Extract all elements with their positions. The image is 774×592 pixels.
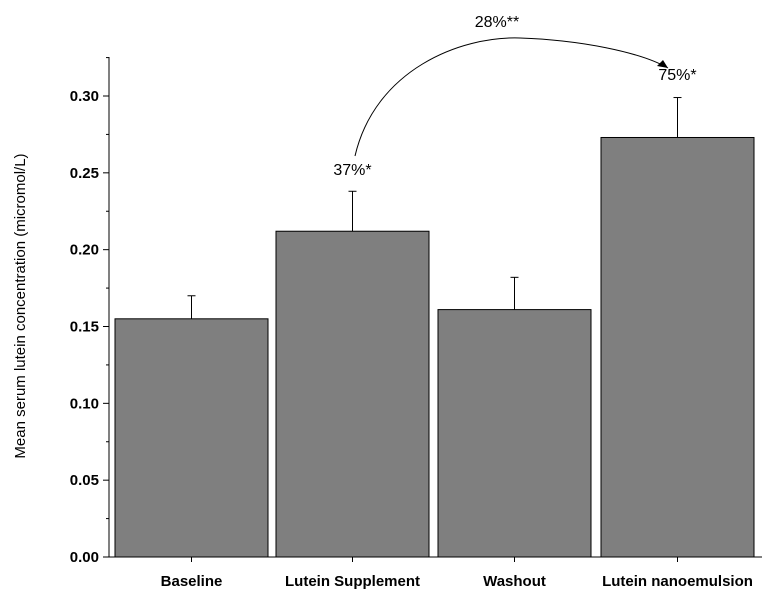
bar-label-lutein-nanoemulsion: 75%* — [658, 67, 696, 84]
x-tick-label-lutein-nanoemulsion: Lutein nanoemulsion — [602, 573, 753, 590]
y-tick-label: 0.05 — [70, 472, 99, 489]
annotations: 37%* 75%* 28%** — [333, 14, 696, 179]
y-tick-label: 0.10 — [70, 395, 99, 412]
bars — [114, 136, 755, 558]
y-tick-label: 0.25 — [70, 165, 99, 182]
bar-washout — [437, 309, 592, 558]
error-bars — [187, 97, 682, 319]
y-tick-label: 0.30 — [70, 88, 99, 105]
y-ticks: 0.00 0.05 0.10 0.15 0.20 0.25 0.30 — [70, 57, 109, 566]
increase-arrow-curve — [354, 37, 669, 157]
x-tick-labels: Baseline Lutein Supplement Washout Lutein n… — [161, 557, 753, 590]
bar-lutein-nanoemulsion — [600, 136, 755, 558]
x-tick-label-lutein-supplement: Lutein Supplement — [285, 573, 420, 590]
y-tick-label: 0.00 — [70, 549, 99, 566]
y-tick-label: 0.20 — [70, 242, 99, 259]
y-axis-label: Mean serum lutein concentration (micromo… — [12, 153, 29, 458]
bar-lutein-supplement — [275, 230, 430, 558]
x-tick-label-baseline: Baseline — [161, 573, 223, 590]
y-tick-label: 0.15 — [70, 319, 99, 336]
arrow-head-icon — [657, 60, 668, 68]
bar-label-lutein-supplement: 37%* — [333, 162, 371, 179]
arrow-label: 28%** — [475, 14, 519, 31]
x-tick-label-washout: Washout — [483, 573, 546, 590]
bar-baseline — [114, 318, 269, 558]
